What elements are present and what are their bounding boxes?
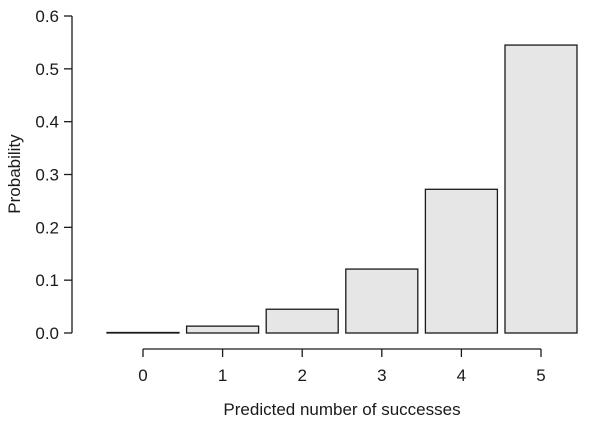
bar-3 xyxy=(345,268,419,334)
bar-4 xyxy=(424,188,499,334)
bar-5 xyxy=(504,44,578,334)
x-tick-label: 4 xyxy=(457,366,466,385)
y-tick-label: 0.5 xyxy=(35,60,59,79)
y-tick-label: 0.6 xyxy=(35,7,59,26)
bars-group xyxy=(106,44,578,334)
x-tick-label: 1 xyxy=(218,366,227,385)
x-tick-label: 0 xyxy=(138,366,147,385)
bar-1 xyxy=(185,325,260,334)
bar-2 xyxy=(265,308,339,334)
x-tick-label: 5 xyxy=(536,366,545,385)
x-axis-title: Predicted number of successes xyxy=(223,400,460,419)
x-tick-label: 2 xyxy=(297,366,306,385)
x-tick-label: 3 xyxy=(377,366,386,385)
y-axis-title: Probability xyxy=(5,134,24,214)
y-axis: 0.0 0.1 0.2 0.3 0.4 0.5 0.6 xyxy=(35,7,73,343)
y-tick-label: 0.4 xyxy=(35,113,59,132)
x-axis: 0 1 2 3 4 5 xyxy=(138,348,546,385)
y-tick-label: 0.2 xyxy=(35,218,59,237)
y-tick-label: 0.0 xyxy=(35,324,59,343)
y-tick-label: 0.1 xyxy=(35,271,59,290)
bar-0 xyxy=(106,331,180,334)
y-tick-label: 0.3 xyxy=(35,166,59,185)
